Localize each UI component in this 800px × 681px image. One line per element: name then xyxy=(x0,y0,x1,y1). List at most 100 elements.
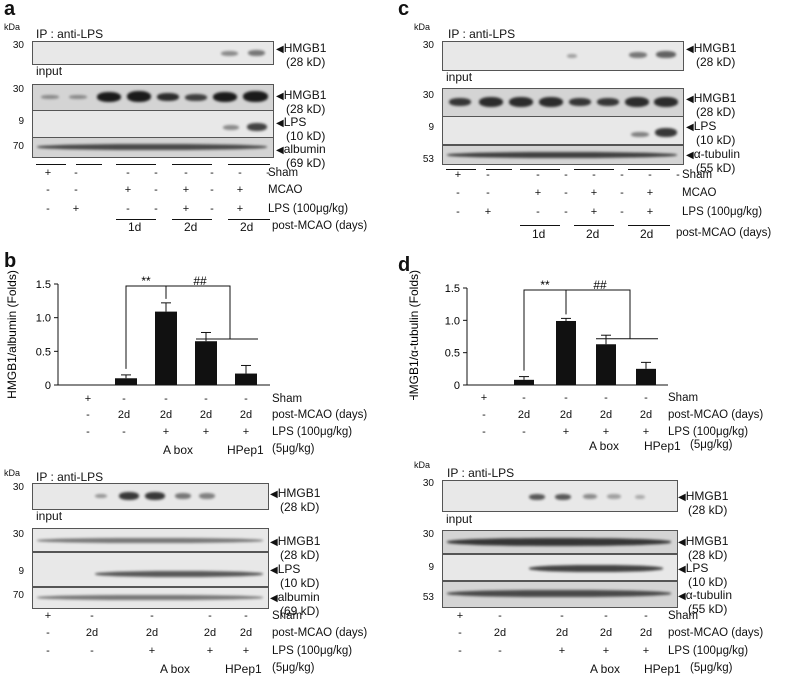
condition-value: - xyxy=(154,184,158,196)
condition-row-label: post-MCAO (days) xyxy=(272,409,368,421)
condition-value: + xyxy=(236,184,244,196)
band-label: ◀α-tubulin (55 kD) xyxy=(686,147,740,175)
mw-marker: 70 xyxy=(12,141,24,152)
condition-row-label: post-MCAO (days) xyxy=(668,409,764,421)
mw-marker: 9 xyxy=(18,116,24,127)
condition-value: 2d xyxy=(639,627,653,639)
condition-value: - xyxy=(456,206,460,218)
condition-row-label: Sham xyxy=(272,610,303,622)
bar xyxy=(556,320,576,385)
condition-row-label: LPS (100μg/kg) xyxy=(268,203,349,215)
condition-value: - xyxy=(150,610,154,622)
extra-label: HPep1 xyxy=(225,662,262,676)
condition-value: 2d xyxy=(85,627,99,639)
condition-value: + xyxy=(590,187,598,199)
condition-value: + xyxy=(642,645,650,657)
input-hmgb1-blot xyxy=(442,530,678,554)
condition-row-label: MCAO xyxy=(268,184,303,196)
condition-value: + xyxy=(148,645,156,657)
y-tick-label: 0.5 xyxy=(445,348,460,360)
condition-value: - xyxy=(644,610,648,622)
kda-label: kDa xyxy=(4,468,21,478)
condition-row-label: post-MCAO (days) xyxy=(668,627,764,639)
condition-value: - xyxy=(238,167,242,179)
condition-value: + xyxy=(456,610,464,622)
kda-label: kDa xyxy=(4,22,21,32)
input-lps-blot xyxy=(32,110,274,138)
days-row-label: post-MCAO (days) xyxy=(676,227,772,239)
condition-value: + xyxy=(236,203,244,215)
mw-marker: 70 xyxy=(12,590,24,601)
condition-value: - xyxy=(676,169,680,181)
condition-value: 2d xyxy=(559,409,573,421)
condition-value: - xyxy=(560,610,564,622)
ip-title: IP : anti-LPS xyxy=(36,27,104,41)
ip-hmgb1-blot xyxy=(442,480,678,512)
bar xyxy=(235,373,257,385)
condition-value: - xyxy=(46,645,50,657)
condition-value: - xyxy=(498,610,502,622)
condition-row-label: Sham xyxy=(682,169,713,181)
day-label: 1d xyxy=(128,220,142,234)
condition-value: 2d xyxy=(203,627,217,639)
condition-value: 2d xyxy=(239,409,253,421)
y-tick-label: 0 xyxy=(454,380,460,392)
condition-value: + xyxy=(44,610,52,622)
extra-label: A box xyxy=(163,443,194,457)
condition-value: + xyxy=(642,426,650,438)
condition-value: + xyxy=(602,426,610,438)
condition-value: - xyxy=(564,187,568,199)
condition-value: 2d xyxy=(599,627,613,639)
condition-value: - xyxy=(266,167,270,179)
input-lps-blot xyxy=(442,116,684,145)
band-label: ◀HMGB1 (28 kD) xyxy=(686,41,737,69)
condition-value: - xyxy=(536,169,540,181)
extra-label: (5μg/kg) xyxy=(272,662,315,674)
condition-value: - xyxy=(522,392,526,404)
condition-value: - xyxy=(498,645,502,657)
input-albumin-blot xyxy=(32,587,269,609)
condition-value: - xyxy=(46,627,50,639)
condition-value: - xyxy=(620,206,624,218)
condition-value: + xyxy=(44,167,52,179)
panel-letter: d xyxy=(398,254,411,276)
condition-row-label: LPS (100μg/kg) xyxy=(272,426,353,438)
input-hmgb1-blot xyxy=(32,528,269,552)
panel-letter: b xyxy=(4,250,17,272)
input-tubulin-blot xyxy=(442,145,684,165)
condition-value: - xyxy=(620,169,624,181)
significance-bracket xyxy=(166,285,231,339)
kda-label: kDa xyxy=(414,460,431,470)
band-label: ◀LPS (10 kD) xyxy=(686,119,736,147)
band-label: ◀HMGB1 (28 kD) xyxy=(678,489,729,517)
condition-value: - xyxy=(648,169,652,181)
extra-label: HPep1 xyxy=(227,443,264,457)
condition-value: + xyxy=(206,645,214,657)
ip-hmgb1-blot xyxy=(32,483,269,510)
band-label: ◀HMGB1 (28 kD) xyxy=(686,91,737,119)
condition-value: - xyxy=(74,184,78,196)
condition-value: - xyxy=(126,167,130,179)
significance-mark: ## xyxy=(593,278,607,292)
y-axis-label: HMGB1/albumin (Folds) xyxy=(5,270,19,399)
condition-value: - xyxy=(592,169,596,181)
mw-marker: 9 xyxy=(428,562,434,573)
mw-marker: 30 xyxy=(422,529,434,540)
condition-value: - xyxy=(210,203,214,215)
input-label: input xyxy=(446,70,473,84)
condition-value: - xyxy=(74,167,78,179)
condition-value: + xyxy=(84,393,92,405)
condition-value: - xyxy=(184,167,188,179)
extra-label: A box xyxy=(590,662,621,676)
day-label: 2d xyxy=(586,227,600,241)
condition-value: 2d xyxy=(239,627,253,639)
day-label: 1d xyxy=(532,227,546,241)
band-label: ◀LPS (10 kD) xyxy=(276,115,326,143)
input-lps-blot xyxy=(32,552,269,587)
condition-value: 2d xyxy=(599,409,613,421)
y-tick-label: 1.0 xyxy=(36,313,51,325)
input-label: input xyxy=(446,512,473,526)
condition-value: 2d xyxy=(555,627,569,639)
condition-value: + xyxy=(182,203,190,215)
y-tick-label: 1.0 xyxy=(445,315,460,327)
